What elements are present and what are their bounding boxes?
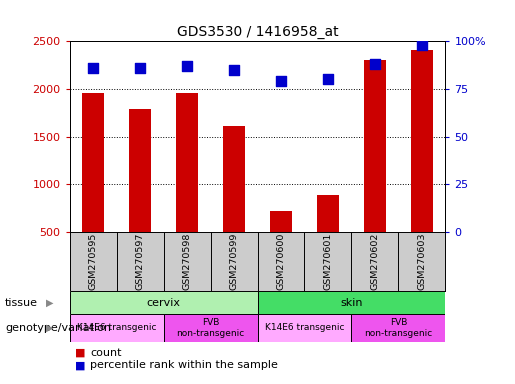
- Text: cervix: cervix: [146, 298, 181, 308]
- Text: GSM270600: GSM270600: [277, 233, 285, 290]
- Bar: [70, 291, 258, 314]
- Text: ▶: ▶: [46, 323, 54, 333]
- Text: count: count: [90, 348, 122, 358]
- Text: FVB
non-transgenic: FVB non-transgenic: [176, 318, 245, 338]
- Text: GSM270602: GSM270602: [370, 233, 380, 290]
- Text: skin: skin: [340, 298, 363, 308]
- Point: [136, 65, 144, 71]
- Text: K14E6 transgenic: K14E6 transgenic: [265, 323, 344, 333]
- Point: [230, 67, 238, 73]
- Bar: [70, 314, 164, 342]
- Text: K14E6 transgenic: K14E6 transgenic: [77, 323, 156, 333]
- Point: [324, 76, 332, 83]
- Bar: [129, 109, 150, 232]
- Text: GSM270597: GSM270597: [135, 233, 145, 290]
- Text: FVB
non-transgenic: FVB non-transgenic: [364, 318, 433, 338]
- Text: GSM270599: GSM270599: [230, 233, 238, 290]
- Point: [371, 61, 379, 67]
- Bar: [365, 60, 386, 232]
- Bar: [164, 314, 258, 342]
- Bar: [177, 93, 198, 232]
- Text: tissue: tissue: [5, 298, 38, 308]
- Bar: [270, 211, 291, 232]
- Title: GDS3530 / 1416958_at: GDS3530 / 1416958_at: [177, 25, 338, 39]
- Text: GSM270595: GSM270595: [89, 233, 97, 290]
- Text: ▶: ▶: [46, 298, 54, 308]
- Text: ■: ■: [75, 360, 85, 370]
- Bar: [352, 314, 445, 342]
- Point: [418, 42, 426, 48]
- Bar: [317, 195, 338, 232]
- Text: ■: ■: [75, 348, 85, 358]
- Text: GSM270603: GSM270603: [418, 233, 426, 290]
- Point: [89, 65, 97, 71]
- Text: GSM270598: GSM270598: [182, 233, 192, 290]
- Text: GSM270601: GSM270601: [323, 233, 333, 290]
- Bar: [82, 93, 104, 232]
- Text: genotype/variation: genotype/variation: [5, 323, 111, 333]
- Point: [277, 78, 285, 84]
- Text: percentile rank within the sample: percentile rank within the sample: [90, 360, 278, 370]
- Bar: [258, 314, 352, 342]
- Bar: [224, 126, 245, 232]
- Bar: [258, 291, 445, 314]
- Point: [183, 63, 191, 69]
- Bar: [411, 50, 433, 232]
